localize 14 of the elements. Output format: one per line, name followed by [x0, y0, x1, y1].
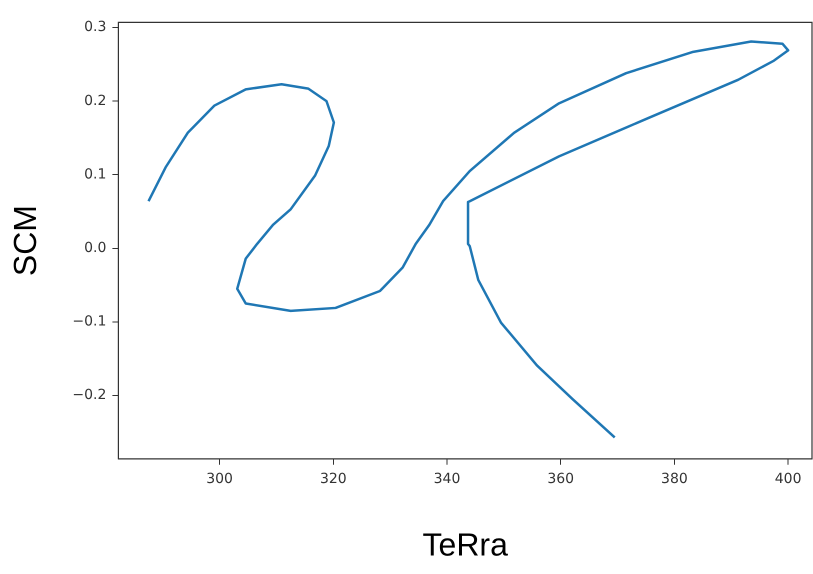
- y-tick-label: 0.3: [84, 19, 106, 36]
- x-tick-label: 360: [547, 470, 574, 487]
- x-tick-label: 340: [434, 470, 460, 487]
- x-tick-label: 320: [320, 470, 347, 487]
- y-tick-label: 0.0: [84, 240, 106, 256]
- y-tick-label: 0.2: [84, 92, 106, 109]
- x-tick-label: 400: [774, 470, 802, 487]
- x-axis-title: TeRra: [422, 526, 508, 563]
- x-tick-label: 300: [206, 470, 233, 487]
- y-axis-title: SCM: [7, 205, 44, 276]
- y-tick-label: −0.1: [72, 314, 106, 330]
- y-tick-label: −0.2: [72, 387, 106, 404]
- y-tick-label: 0.1: [84, 166, 106, 182]
- x-tick-label: 380: [661, 470, 688, 487]
